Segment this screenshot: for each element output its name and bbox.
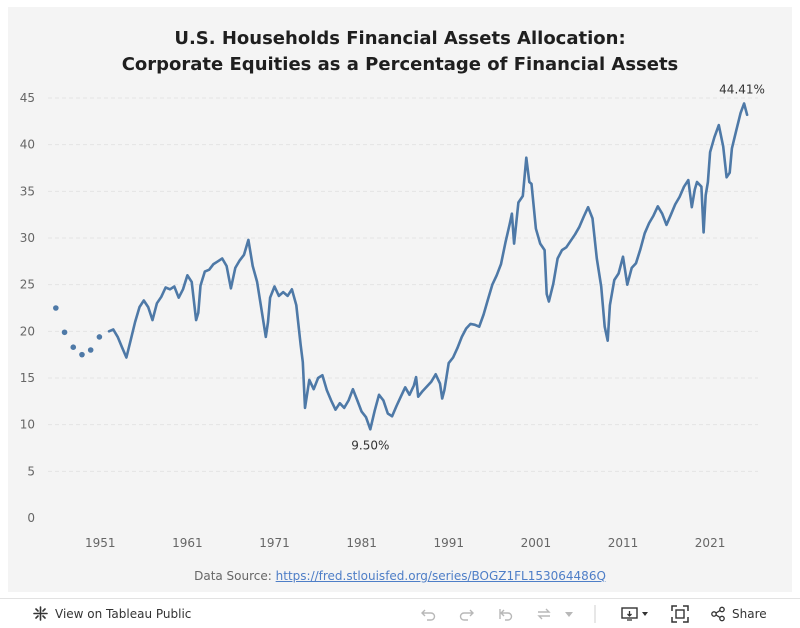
y-tick-label: 30 [20,231,35,245]
x-tick-label: 2021 [695,536,726,550]
x-tick-label: 2011 [608,536,639,550]
share-icon [710,606,726,622]
undo-button[interactable] [420,599,436,628]
y-tick-label: 25 [20,278,35,292]
data-point [87,347,94,353]
y-tick-label: 20 [20,324,35,338]
y-tick-label: 10 [20,418,35,432]
view-on-tableau-button[interactable]: View on Tableau Public [33,599,191,628]
y-tick-label: 0 [27,511,35,525]
annotations: 44.41% 9.50% [351,83,765,453]
x-tick-label: 1971 [259,536,290,550]
fullscreen-button[interactable] [671,599,689,628]
x-tick-label: 2001 [521,536,552,550]
revert-button[interactable] [498,599,514,628]
view-on-tableau-label: View on Tableau Public [55,606,192,621]
y-tick-label: 15 [20,371,35,385]
chart-title: U.S. Households Financial Assets Allocat… [8,26,792,78]
data-source-link[interactable]: https://fred.stlouisfed.org/series/BOGZ1… [275,569,606,583]
undo-icon [420,606,436,622]
chart-title-line-2: Corporate Equities as a Percentage of Fi… [121,54,679,75]
x-tick-label: 1951 [85,536,116,550]
y-tick-label: 45 [20,91,35,105]
tableau-logo-icon [33,606,48,621]
annotation-label: 9.50% [351,438,389,452]
data-point [96,334,103,340]
download-button[interactable] [621,599,651,628]
fullscreen-icon [671,604,689,623]
series-line[interactable] [107,102,749,431]
y-axis-ticks: 0 5 10 15 20 25 30 35 40 45 [20,91,35,525]
refresh-button[interactable] [535,599,553,628]
revert-icon [498,606,514,622]
viz-container: U.S. Households Financial Assets Allocat… [8,7,792,592]
data-point [70,344,77,351]
data-point [79,351,85,358]
share-label: Share [732,606,767,621]
data-point [53,305,59,311]
data-point [61,329,68,336]
redo-icon [459,606,475,622]
y-tick-label: 35 [20,184,35,198]
share-button[interactable]: Share [710,599,767,628]
data-source: Data Source: https://fred.stlouisfed.org… [8,569,792,583]
y-tick-label: 5 [27,464,35,478]
refresh-icon [535,606,553,622]
pause-dropdown-icon [565,610,573,618]
x-tick-label: 1991 [433,536,464,550]
download-icon [621,606,651,622]
annual-points [53,305,103,358]
chart-title-line-1: U.S. Households Financial Assets Allocat… [174,28,626,49]
gridlines [48,97,758,472]
redo-button[interactable] [459,599,475,628]
line-chart: 0 5 10 15 20 25 30 35 40 45 1951 1961 1971 1981 1991 2… [20,83,765,550]
tableau-toolbar: View on Tableau Public Share [0,598,800,628]
x-tick-label: 1961 [172,536,203,550]
x-axis-ticks: 1951 1961 1971 1981 1991 2001 2011 2021 [85,536,725,550]
data-source-label: Data Source: [194,569,276,583]
x-tick-label: 1981 [346,536,377,550]
pause-dropdown-button[interactable] [565,599,573,628]
toolbar-divider [594,599,596,628]
y-tick-label: 40 [20,138,35,152]
annotation-label: 44.41% [719,83,765,97]
